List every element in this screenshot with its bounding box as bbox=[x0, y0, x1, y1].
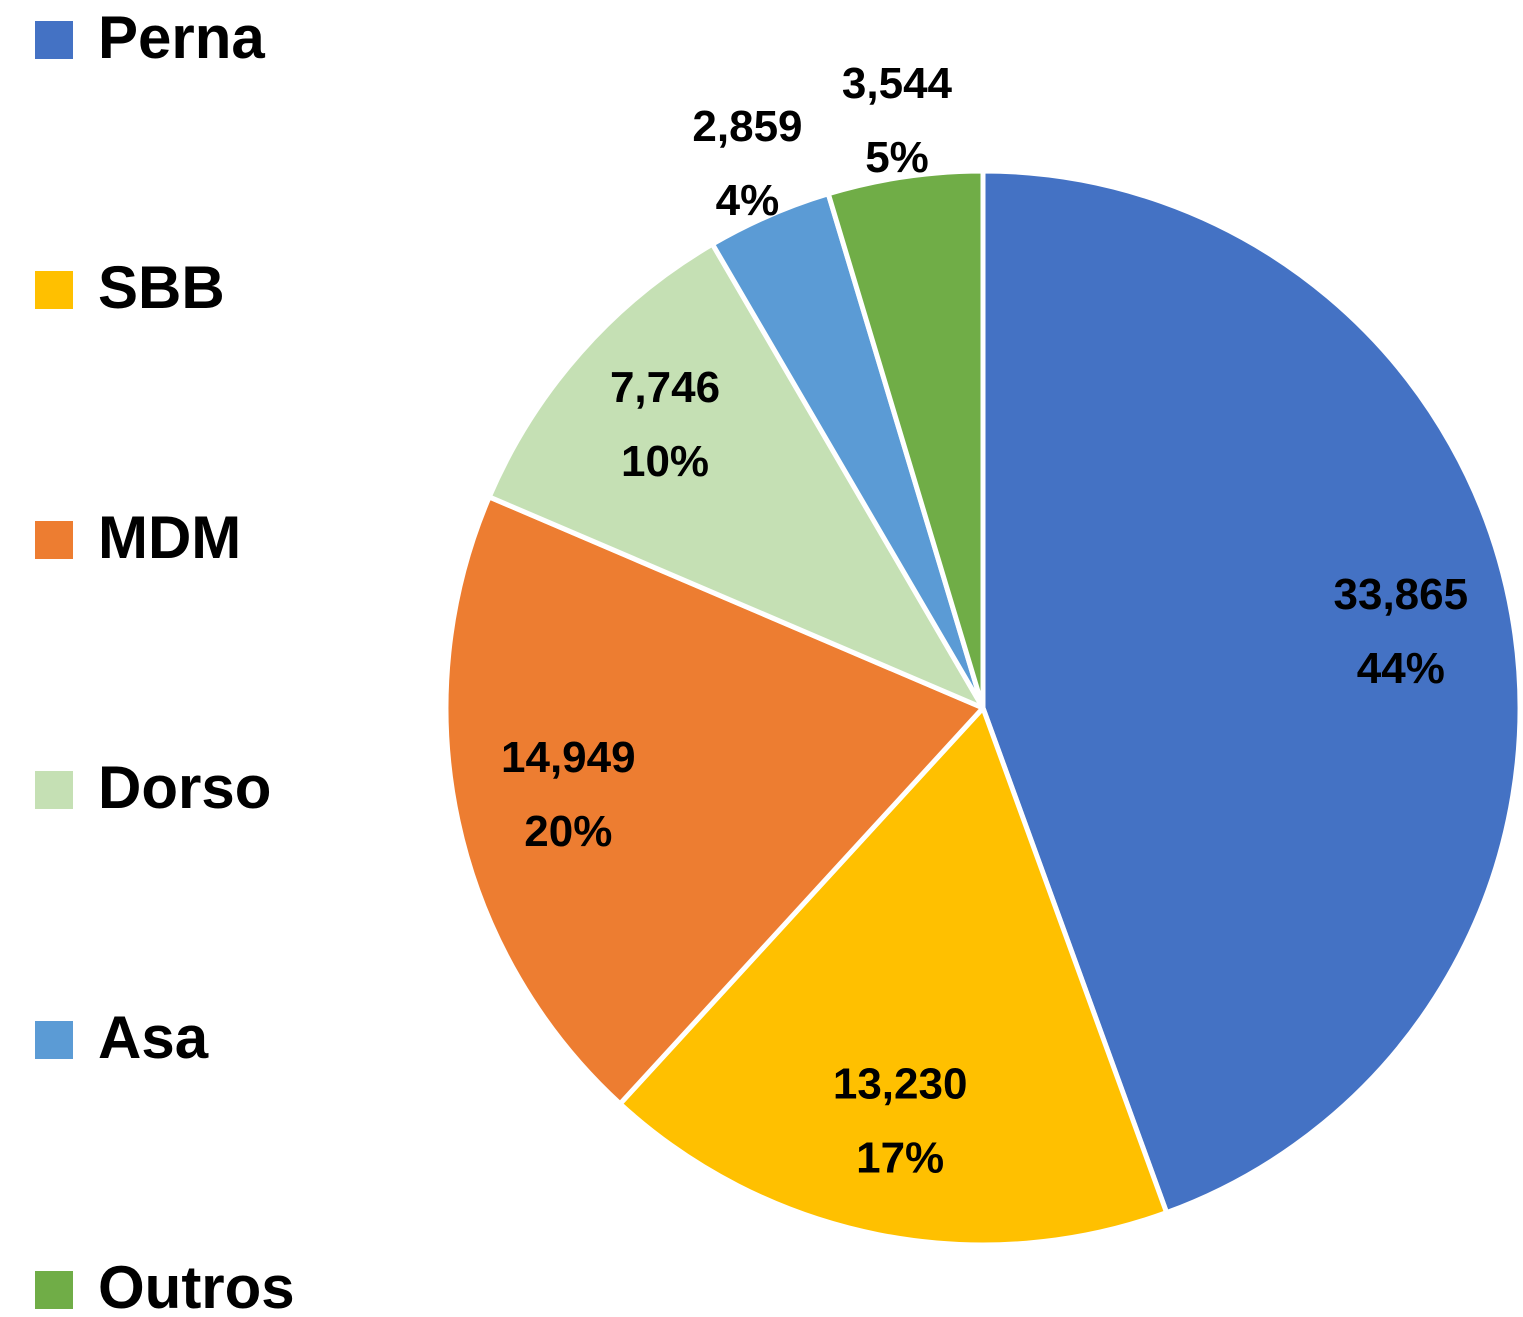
legend-label: Asa bbox=[98, 1004, 209, 1071]
value-label: 13,230 bbox=[833, 1060, 968, 1109]
legend-swatch bbox=[35, 271, 73, 309]
percent-label: 44% bbox=[1357, 644, 1445, 693]
pie-slice bbox=[443, 494, 986, 1107]
percent-label: 10% bbox=[621, 437, 709, 486]
value-label: 3,544 bbox=[842, 59, 953, 108]
legend-label: Perna bbox=[98, 4, 265, 71]
legend-swatch bbox=[35, 1021, 73, 1059]
pie-slice bbox=[825, 168, 986, 711]
pie-slice bbox=[617, 705, 1170, 1248]
legend-label: MDM bbox=[98, 504, 241, 571]
value-label: 33,865 bbox=[1334, 570, 1469, 619]
legend-label: Dorso bbox=[98, 754, 271, 821]
percent-label: 4% bbox=[716, 176, 780, 225]
legend-swatch bbox=[35, 1271, 73, 1309]
legend-swatch bbox=[35, 21, 73, 59]
value-label: 7,746 bbox=[610, 363, 720, 412]
pie-slice bbox=[980, 168, 1523, 1216]
legend-label: SBB bbox=[98, 254, 225, 321]
legend-swatch bbox=[35, 771, 73, 809]
pie-slice bbox=[486, 241, 986, 711]
percent-label: 5% bbox=[865, 133, 929, 182]
value-label: 2,859 bbox=[692, 102, 802, 151]
legend-label: Outros bbox=[98, 1254, 295, 1317]
value-label: 14,949 bbox=[501, 733, 636, 782]
percent-label: 17% bbox=[856, 1134, 944, 1183]
percent-label: 20% bbox=[524, 807, 612, 856]
legend-swatch bbox=[35, 521, 73, 559]
